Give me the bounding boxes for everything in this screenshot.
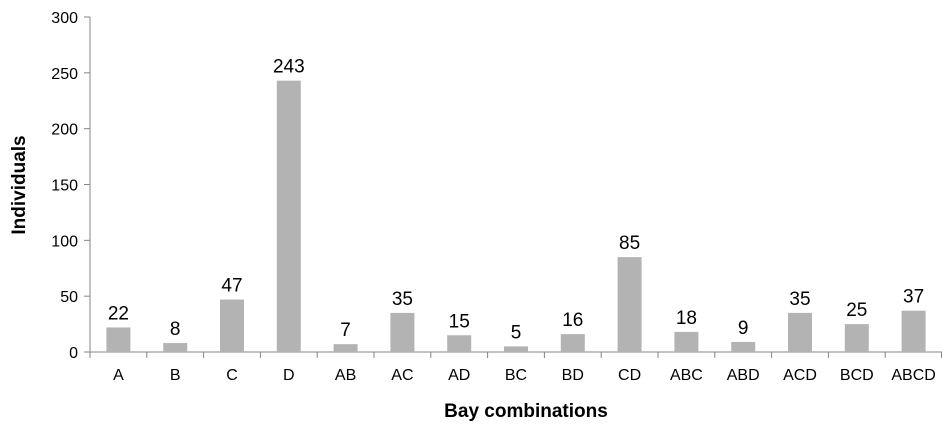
data-label-c: 47 (221, 276, 242, 297)
x-tick-label-ac: AC (391, 367, 413, 384)
y-tick-label: 100 (51, 233, 78, 250)
x-axis: A B C D AB AC AD BC BD CD ABC ABD ACD BCD ABCD (89, 351, 942, 384)
y-tick-label: 200 (51, 122, 78, 139)
bar-bc (504, 346, 528, 352)
x-tick-label-abd: ABD (727, 367, 760, 384)
bar-b (163, 343, 188, 352)
x-tick-label-abcd: ABCD (891, 367, 935, 384)
y-tick-label: 250 (51, 66, 78, 83)
y-tick-label: 50 (60, 289, 78, 306)
data-labels: 22 8 47 243 7 35 15 5 16 85 18 9 35 25 37 (108, 57, 924, 344)
bar-d (276, 80, 301, 353)
data-label-ad: 15 (449, 311, 470, 332)
data-label-acd: 35 (789, 289, 810, 310)
x-tick-label-ad: AD (448, 367, 470, 384)
bar-abc (674, 331, 699, 352)
x-tick-label-cd: CD (618, 367, 641, 384)
bar-acd (788, 312, 812, 352)
data-label-ab: 7 (340, 320, 351, 341)
data-label-bd: 16 (562, 310, 583, 331)
x-tick-label-bcd: BCD (840, 367, 874, 384)
x-tick-label-bc: BC (505, 367, 527, 384)
bar-bcd (844, 324, 869, 352)
x-tick-label-abc: ABC (670, 367, 703, 384)
x-tick-label-a: A (113, 367, 124, 384)
bar-ab (333, 344, 358, 352)
bar-bd (560, 334, 585, 352)
bar-abd (731, 341, 756, 352)
data-label-bcd: 25 (846, 300, 867, 321)
bar-abcd (901, 310, 926, 352)
x-tick-label-ab: AB (335, 367, 356, 384)
data-label-d: 243 (273, 57, 305, 78)
x-tick-label-bd: BD (562, 367, 584, 384)
bars (106, 80, 926, 353)
bar-ac (390, 312, 415, 352)
x-tick-label-c: C (226, 367, 238, 384)
bar-ad (447, 335, 472, 352)
data-label-bc: 5 (511, 322, 522, 343)
bar-a (106, 327, 131, 352)
data-label-cd: 85 (619, 233, 640, 254)
data-label-abcd: 37 (903, 287, 924, 308)
data-label-abd: 9 (738, 318, 749, 339)
x-tick-label-acd: ACD (783, 367, 817, 384)
y-axis: 0 50 100 150 200 250 300 (51, 10, 91, 362)
y-tick-label: 0 (69, 345, 78, 362)
x-axis-title: Bay combinations (444, 401, 608, 422)
data-label-abc: 18 (676, 308, 697, 329)
y-tick-label: 300 (51, 10, 78, 27)
bar-c (220, 299, 244, 352)
y-axis-title: Individuals (9, 135, 30, 234)
x-tick-label-b: B (170, 367, 181, 384)
data-label-ac: 35 (392, 289, 413, 310)
bar-cd (617, 257, 642, 352)
data-label-a: 22 (108, 303, 129, 324)
x-tick-label-d: D (283, 367, 295, 384)
y-tick-label: 150 (51, 178, 78, 195)
data-label-b: 8 (170, 319, 181, 340)
